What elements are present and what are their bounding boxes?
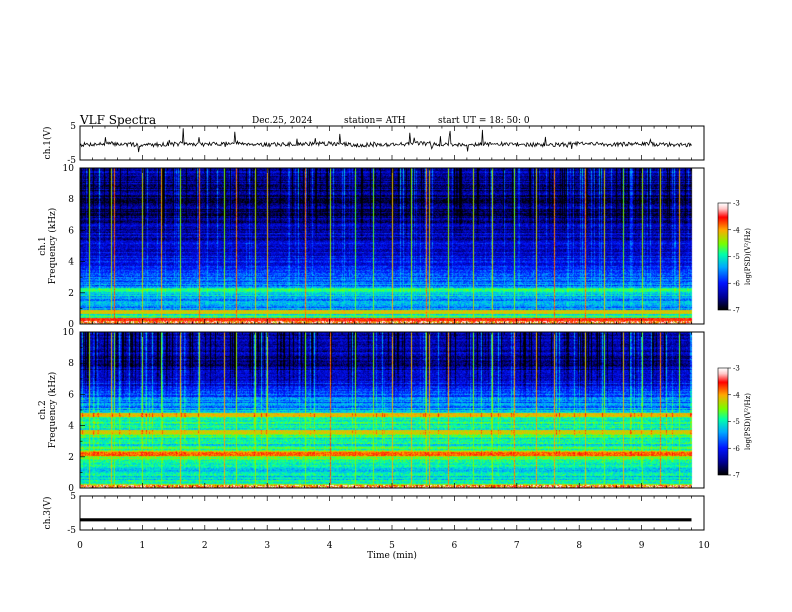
ch2-spectrogram-ytick-label: 10: [63, 328, 75, 338]
x-tick-label: 0: [77, 541, 83, 551]
colorbar-2-wrapper: [718, 368, 728, 475]
colorbar-1-tick-label: -3: [733, 200, 740, 208]
ch1-voltage-ylabel-line: ch.1(V): [42, 127, 53, 160]
ch2-spectrogram-ytick-label: 6: [68, 390, 74, 400]
ch1-spectrogram-ytick-label: 8: [68, 195, 74, 205]
x-tick-label: 5: [389, 541, 395, 551]
ch1-spectrogram-canvas: [80, 168, 704, 324]
ch2-spectrogram-ytick-label: 0: [68, 484, 74, 494]
colorbar-2-canvas: [718, 368, 728, 475]
ch1-spectrogram-ytick-label: 4: [68, 258, 74, 268]
ch3-voltage-ylabel: ch.3(V): [42, 497, 53, 530]
x-axis-label: Time (min): [367, 550, 417, 561]
x-tick-label: 4: [327, 541, 333, 551]
colorbar-1-tick-label: -5: [733, 253, 740, 261]
ch1-voltage-ytick-label: 5: [70, 122, 76, 132]
time-axis: 0 1 2 3 4 5 6 7 8 9 10: [77, 541, 710, 551]
x-tick-label: 2: [202, 541, 208, 551]
colorbar-2-tick-label: -5: [733, 418, 740, 426]
ch3-voltage-ytick-label: -5: [67, 526, 76, 536]
colorbar-1-wrapper: [718, 203, 728, 310]
colorbar-2-tick-label: -7: [733, 472, 740, 480]
colorbar-1: -3 -4 -5 -6 -7 log(PSD)(V²/Hz): [717, 200, 752, 315]
ch3-voltage-ytick-label: 5: [70, 492, 76, 502]
chart-title: VLF Spectra: [79, 113, 156, 127]
ch1-spectrogram-panel: 0 2 4 6 8 10 ch.1Frequency (kHz): [38, 164, 705, 330]
ch2-spectrogram-ylabel-line: Frequency (kHz): [47, 372, 58, 449]
x-tick-label: 8: [576, 541, 582, 551]
ch1-spectrogram-wrapper: [80, 168, 704, 324]
x-tick-label: 3: [264, 541, 270, 551]
ch2-spectrogram-wrapper: [80, 332, 704, 488]
ch2-spectrogram-ytick-label: 8: [68, 359, 74, 369]
ch1-spectrogram-ytick-label: 2: [68, 289, 74, 299]
ch1-spectrogram-ytick-label: 10: [63, 164, 75, 174]
ch1-voltage-trace: [79, 128, 692, 153]
colorbar-1-tick-label: -4: [733, 226, 740, 234]
station-label: station= ATH: [344, 116, 406, 126]
ch2-spectrogram-ytick-label: 2: [68, 453, 74, 463]
start-time-label: start UT = 18: 50: 0: [438, 116, 530, 126]
x-tick-label: 10: [698, 541, 710, 551]
colorbar-2-tick-label: -6: [733, 445, 740, 453]
ch3-voltage-panel: 5 -5 ch.3(V): [42, 492, 705, 536]
colorbar-1-tick-label: -7: [733, 307, 740, 315]
x-tick-label: 1: [140, 541, 146, 551]
ch2-spectrogram-ylabel: ch.2Frequency (kHz): [38, 372, 58, 449]
ch1-voltage-ytick-label: -5: [67, 156, 76, 166]
colorbar-1-canvas: [718, 203, 728, 310]
ch2-spectrogram-panel: 0 2 4 6 8 10 ch.2Frequency (kHz): [38, 328, 705, 494]
ch2-spectrogram-canvas: [80, 332, 704, 488]
date-label: Dec.25, 2024: [252, 116, 313, 126]
ch1-spectrogram-ytick-label: 0: [68, 320, 74, 330]
ch2-spectrogram-ytick-label: 4: [68, 422, 74, 432]
x-tick-label: 7: [514, 541, 520, 551]
ch1-spectrogram-ytick-label: 6: [68, 226, 74, 236]
colorbar-2-tick-label: -3: [733, 365, 740, 373]
colorbar-2-label: log(PSD)(V²/Hz): [744, 393, 752, 450]
ch2-spectrogram-ylabel-line: ch.2: [38, 400, 48, 419]
colorbar-1-tick-label: -6: [733, 280, 740, 288]
colorbar-2: -3 -4 -5 -6 -7 log(PSD)(V²/Hz): [717, 365, 752, 480]
ch1-spectrogram-ylabel: ch.1Frequency (kHz): [38, 208, 58, 285]
x-tick-label: 9: [639, 541, 645, 551]
ch3-voltage-frame: [79, 495, 705, 531]
colorbar-1-label: log(PSD)(V²/Hz): [744, 228, 752, 285]
x-tick-label: 6: [452, 541, 458, 551]
colorbar-2-tick-label: -4: [733, 391, 740, 399]
ch3-voltage-ylabel-line: ch.3(V): [42, 497, 53, 530]
ch1-spectrogram-ylabel-line: Frequency (kHz): [47, 208, 58, 285]
ch1-voltage-ylabel: ch.1(V): [42, 127, 53, 160]
ch1-spectrogram-ylabel-line: ch.1: [38, 236, 48, 255]
ch1-voltage-panel: 5 -5 ch.1(V): [42, 122, 705, 166]
